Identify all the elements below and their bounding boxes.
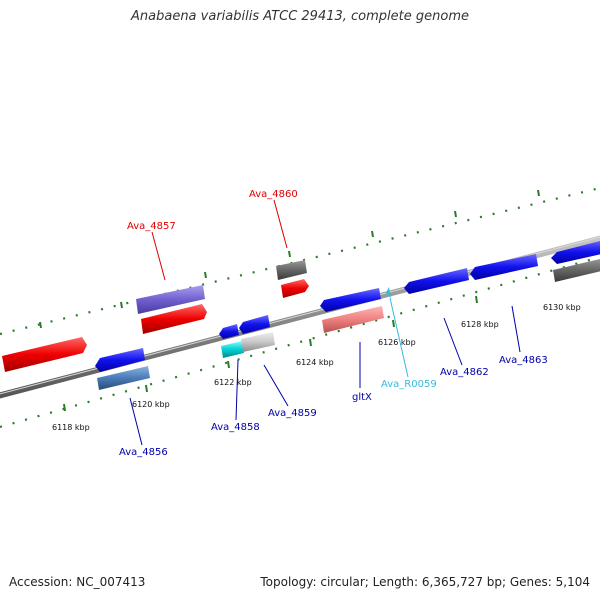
- label-leader-lines: [129, 199, 521, 446]
- gene-arrow-ava-4862[interactable]: [404, 268, 469, 294]
- gene-box-ava-4859-grey[interactable]: [241, 332, 275, 352]
- gene-label-ava-4859[interactable]: Ava_4859: [268, 408, 317, 419]
- kbp-label-6122: 6122 kbp: [214, 378, 252, 387]
- gene-arrow-ava-4858[interactable]: [219, 324, 239, 339]
- gene-box-ava-4858-cyan[interactable]: [221, 341, 244, 358]
- gene-arrow-ava-4856[interactable]: [95, 348, 145, 372]
- gene-box-ava-4857[interactable]: [136, 285, 205, 314]
- kbp-label-6118: 6118 kbp: [52, 423, 90, 432]
- gene-box-gltx-pink[interactable]: [322, 306, 384, 333]
- gene-arrow-ava-4859[interactable]: [239, 315, 270, 334]
- gene-label-ava-4860[interactable]: Ava_4860: [249, 189, 298, 200]
- gene-box-ava-4860[interactable]: [276, 260, 307, 280]
- genome-summary-text: Topology: circular; Length: 6,365,727 bp…: [260, 575, 590, 589]
- gene-label-ava-4858[interactable]: Ava_4858: [211, 422, 260, 433]
- kbp-label-6124: 6124 kbp: [296, 358, 334, 367]
- kbp-label-6120: 6120 kbp: [132, 400, 170, 409]
- upper-tick-track: [0, 186, 600, 336]
- kbp-label-6128: 6128 kbp: [461, 320, 499, 329]
- gene-label-ava-4857[interactable]: Ava_4857: [127, 221, 176, 232]
- kbp-label-6130: 6130 kbp: [543, 303, 581, 312]
- gene-label-ava-r0059[interactable]: Ava_R0059: [381, 379, 437, 390]
- gene-label-gltx[interactable]: gltX: [352, 392, 372, 403]
- gene-arrow-blue-right[interactable]: [551, 240, 600, 264]
- gene-box-ava-4856-steel[interactable]: [97, 366, 150, 390]
- map-title: Anabaena variabilis ATCC 29413, complete…: [131, 9, 469, 24]
- gene-label-ava-4863[interactable]: Ava_4863: [499, 355, 548, 366]
- gene-arrow-ava-r0059[interactable]: [386, 287, 391, 298]
- accession-text: Accession: NC_007413: [9, 575, 146, 589]
- gene-box-grey-right[interactable]: [553, 258, 600, 282]
- gene-features: [2, 240, 600, 390]
- gene-arrow-ava-4863[interactable]: [470, 254, 538, 280]
- gene-label-ava-4862[interactable]: Ava_4862: [440, 367, 489, 378]
- gene-arrow-ava-4857[interactable]: [141, 304, 207, 334]
- gene-label-ava-4856[interactable]: Ava_4856: [119, 447, 168, 458]
- gene-arrow-gltx[interactable]: [320, 288, 381, 312]
- gene-arrow-red-left[interactable]: [2, 337, 87, 372]
- kbp-label-6126: 6126 kbp: [378, 338, 416, 347]
- gene-arrow-ava-4860[interactable]: [281, 279, 309, 298]
- genome-backbone: [0, 235, 600, 399]
